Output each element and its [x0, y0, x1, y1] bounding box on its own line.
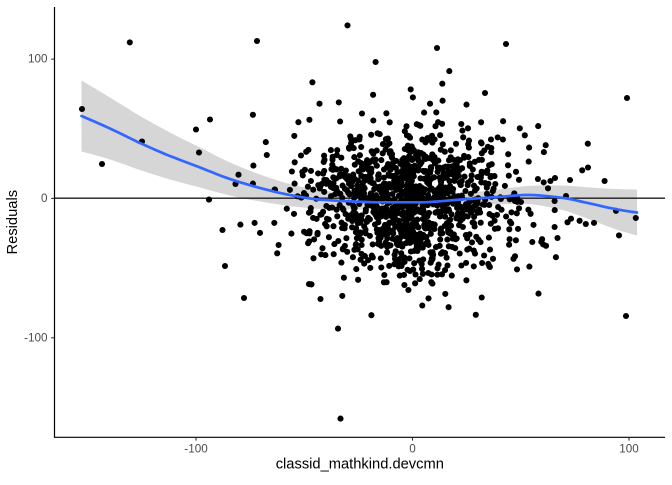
svg-text:Residuals: Residuals: [5, 190, 21, 255]
svg-text:100: 100: [28, 53, 48, 66]
svg-text:100: 100: [619, 443, 639, 456]
svg-text:classid_mathkind.devcmn: classid_mathkind.devcmn: [276, 457, 444, 473]
svg-text:-100: -100: [184, 443, 208, 456]
svg-text:0: 0: [41, 192, 48, 205]
svg-text:0: 0: [409, 443, 416, 456]
svg-text:-100: -100: [24, 331, 48, 344]
